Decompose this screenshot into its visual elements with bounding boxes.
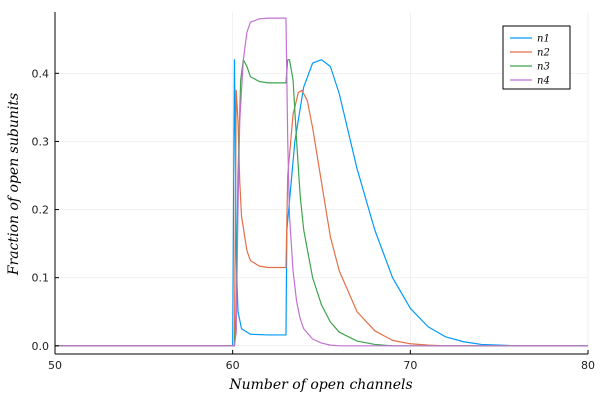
y-tick-label: 0.1 xyxy=(32,272,50,285)
x-axis-title: Number of open channels xyxy=(228,377,412,393)
y-tick-label: 0.2 xyxy=(32,204,50,217)
y-tick-label: 0.4 xyxy=(32,67,50,80)
y-tick-label: 0.3 xyxy=(32,135,50,148)
y-axis-title: Fraction of open subunits xyxy=(6,93,22,276)
series-line-n2 xyxy=(55,89,588,347)
legend: n1 n2 n3 n4 xyxy=(502,25,571,90)
x-tick-label: 80 xyxy=(581,359,595,372)
legend-label-n2: n2 xyxy=(537,48,550,59)
x-tick-label: 70 xyxy=(403,359,417,372)
y-tick-label: 0.0 xyxy=(32,340,50,353)
legend-label-n4: n4 xyxy=(537,76,550,87)
x-tick-label: 60 xyxy=(226,359,240,372)
axes xyxy=(54,12,588,355)
series-line-n4 xyxy=(55,17,588,347)
series-line-n3 xyxy=(55,59,588,347)
x-tick-label: 50 xyxy=(48,359,62,372)
series-lines xyxy=(55,17,588,347)
ticks: 50 60 70 80 0.0 0.1 0.2 0.3 0.4 xyxy=(32,67,596,372)
series-line-n1 xyxy=(55,59,588,347)
legend-box xyxy=(502,25,571,90)
legend-label-n1: n1 xyxy=(537,34,550,45)
legend-label-n3: n3 xyxy=(537,62,550,73)
